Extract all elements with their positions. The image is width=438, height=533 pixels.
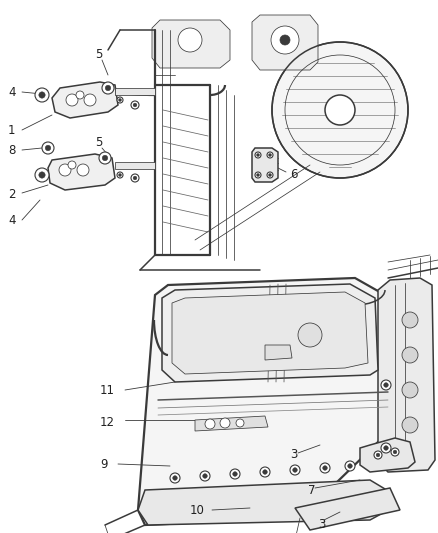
Circle shape [345, 461, 355, 471]
Circle shape [200, 471, 210, 481]
Circle shape [272, 42, 408, 178]
Text: 2: 2 [8, 189, 15, 201]
Circle shape [220, 418, 230, 428]
Circle shape [290, 465, 300, 475]
Circle shape [59, 164, 71, 176]
Circle shape [66, 94, 78, 106]
Text: 4: 4 [8, 85, 15, 99]
Text: 3: 3 [290, 448, 297, 462]
Circle shape [402, 312, 418, 328]
Circle shape [257, 174, 259, 176]
Circle shape [267, 152, 273, 158]
Circle shape [39, 172, 45, 178]
Circle shape [257, 154, 259, 156]
Circle shape [384, 446, 388, 450]
Circle shape [374, 451, 382, 459]
Polygon shape [138, 480, 392, 525]
Circle shape [263, 470, 267, 474]
Circle shape [230, 469, 240, 479]
Circle shape [348, 464, 352, 469]
Circle shape [170, 473, 180, 483]
Circle shape [117, 97, 123, 103]
Polygon shape [152, 20, 230, 68]
Circle shape [84, 94, 96, 106]
Polygon shape [138, 278, 390, 525]
Circle shape [68, 161, 76, 169]
Circle shape [117, 172, 123, 178]
Circle shape [402, 347, 418, 363]
Polygon shape [252, 15, 318, 70]
Text: 6: 6 [290, 168, 297, 182]
Polygon shape [48, 154, 115, 190]
Circle shape [131, 101, 139, 109]
Circle shape [268, 154, 272, 156]
Text: 11: 11 [100, 384, 115, 397]
Text: 3: 3 [318, 519, 325, 531]
Circle shape [268, 174, 272, 176]
Polygon shape [172, 292, 368, 374]
Polygon shape [265, 345, 292, 360]
Circle shape [133, 103, 137, 107]
Circle shape [267, 172, 273, 178]
Circle shape [39, 92, 45, 98]
Circle shape [402, 417, 418, 433]
Circle shape [35, 88, 49, 102]
Circle shape [76, 91, 84, 99]
Circle shape [133, 176, 137, 180]
Circle shape [271, 26, 299, 54]
Circle shape [205, 419, 215, 429]
Circle shape [255, 152, 261, 158]
Text: 8: 8 [8, 143, 15, 157]
Circle shape [298, 323, 322, 347]
Circle shape [131, 174, 139, 182]
Circle shape [255, 172, 261, 178]
Polygon shape [195, 416, 268, 431]
Circle shape [391, 448, 399, 456]
Text: 5: 5 [95, 135, 102, 149]
Circle shape [105, 85, 111, 91]
Text: 12: 12 [100, 416, 115, 429]
Circle shape [376, 453, 380, 457]
Circle shape [402, 382, 418, 398]
Circle shape [260, 467, 270, 477]
Circle shape [102, 82, 114, 94]
Text: 9: 9 [100, 458, 107, 472]
Polygon shape [52, 82, 118, 118]
Circle shape [119, 99, 121, 101]
Polygon shape [115, 88, 155, 95]
Circle shape [233, 472, 237, 477]
Circle shape [178, 28, 202, 52]
Circle shape [280, 35, 290, 45]
Circle shape [381, 443, 391, 453]
Text: 5: 5 [95, 49, 102, 61]
Text: 1: 1 [8, 124, 15, 136]
Polygon shape [360, 438, 415, 472]
Circle shape [236, 419, 244, 427]
Circle shape [173, 476, 177, 480]
Text: 7: 7 [308, 483, 315, 497]
Polygon shape [378, 278, 435, 472]
Circle shape [393, 450, 397, 454]
Circle shape [45, 146, 51, 151]
Circle shape [119, 174, 121, 176]
Polygon shape [252, 148, 278, 182]
Circle shape [35, 168, 49, 182]
Polygon shape [295, 488, 400, 530]
Text: 10: 10 [190, 504, 205, 516]
Circle shape [42, 142, 54, 154]
Circle shape [203, 474, 207, 478]
Circle shape [323, 466, 327, 470]
Circle shape [99, 152, 111, 164]
Circle shape [77, 164, 89, 176]
Circle shape [293, 468, 297, 472]
Circle shape [320, 463, 330, 473]
Circle shape [325, 95, 355, 125]
Circle shape [384, 383, 388, 387]
Circle shape [102, 155, 108, 161]
Polygon shape [115, 162, 155, 169]
Text: 4: 4 [8, 214, 15, 227]
Circle shape [381, 380, 391, 390]
Polygon shape [162, 284, 378, 382]
